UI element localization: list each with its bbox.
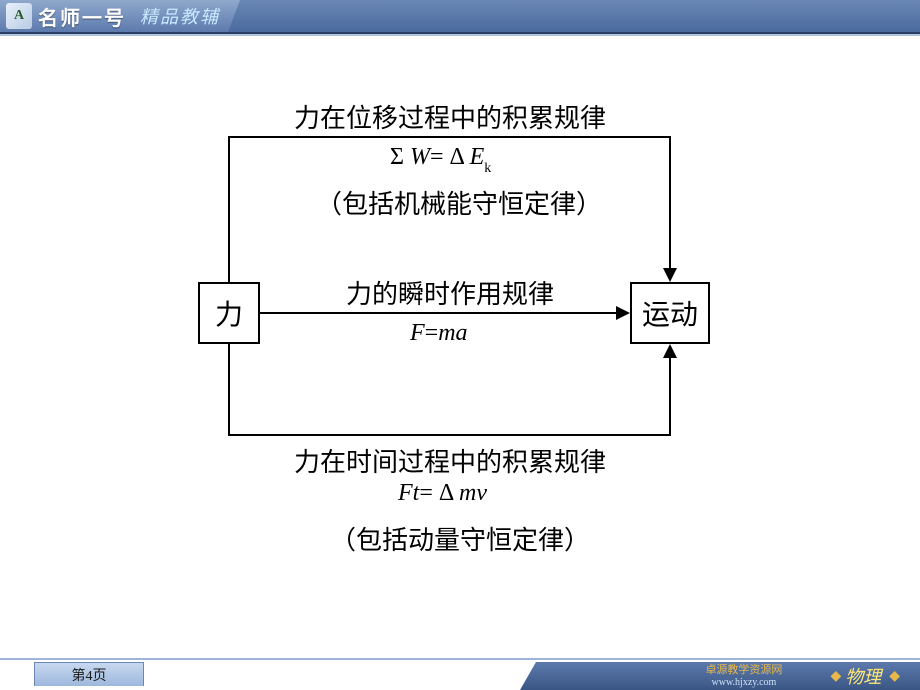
bot-right-vert [669,356,671,436]
top-arrow-head [663,268,677,282]
bot-note: （包括动量守恒定律） [310,520,610,557]
mid-title: 力的瞬时作用规律 [330,274,570,311]
brand-main: 名师一号 [38,2,126,31]
bot-title: 力在时间过程中的积累规律 [270,442,630,479]
bot-formula: Ft= Δ mv [398,480,487,507]
mid-arrow-head [616,306,630,320]
node-force: 力 [198,282,260,344]
top-right-vert [669,136,671,270]
page-number-tab: 第4页 [34,662,144,686]
top-horiz [228,136,670,138]
node-motion: 运动 [630,282,710,344]
bot-horiz [228,434,670,436]
diagram-stage: 力 运动 力在位移过程中的积累规律 Σ W= Δ Ek （包括机械能守恒定律） … [0,36,920,656]
mid-arrow-shaft [260,312,618,314]
subject-bullet-icon: ◆ [830,668,841,685]
footer: 第4页 卓源教学资源网 www.hjxzy.com ◆ 物理 ◆ [0,660,920,690]
footer-site-cn: 卓源教学资源网 [705,664,782,676]
bot-arrow-head [663,344,677,358]
top-formula: Σ W= Δ Ek [390,144,491,175]
subject-label: 物理 [845,663,881,689]
brand-sub: 精品教辅 [140,3,220,29]
top-title: 力在位移过程中的积累规律 [270,98,630,135]
header-left: A 名师一号 精品教辅 [0,0,240,32]
header-bar: A 名师一号 精品教辅 [0,0,920,34]
logo-icon: A [6,3,32,29]
mid-formula: F=ma [410,320,468,347]
footer-right: 卓源教学资源网 www.hjxzy.com ◆ 物理 ◆ [520,662,920,690]
top-note: （包括机械能守恒定律） [294,184,624,221]
footer-site: 卓源教学资源网 www.hjxzy.com [705,664,782,687]
bot-left-vert [228,344,230,436]
subject-bullet-icon: ◆ [889,668,900,685]
top-left-vert [228,136,230,282]
footer-site-url: www.hjxzy.com [705,677,782,688]
